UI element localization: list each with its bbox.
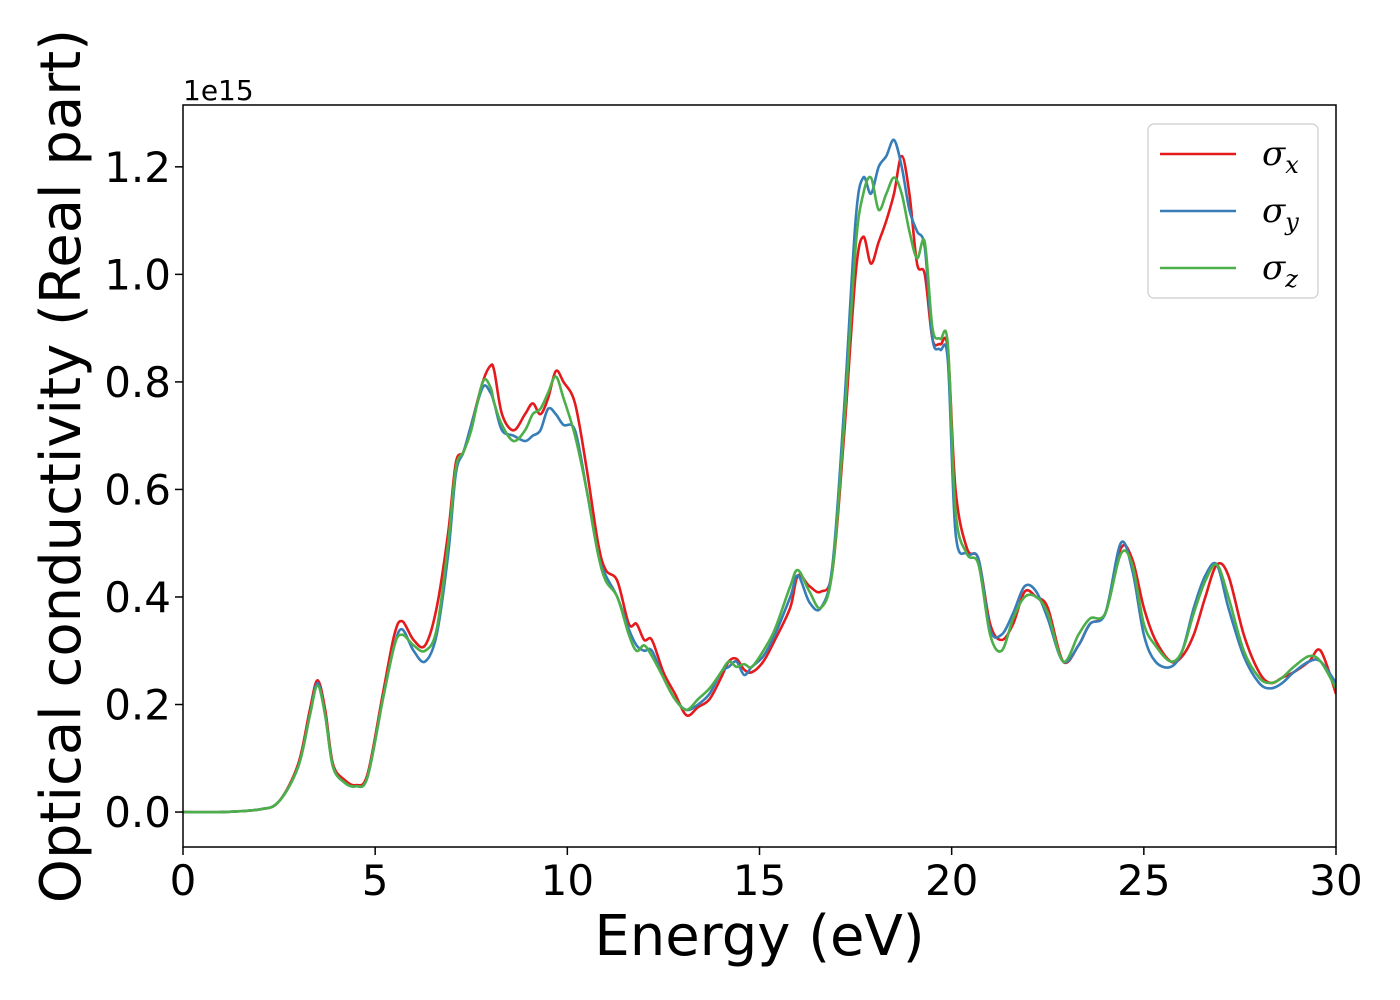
- y-tick-label: 0.8: [104, 358, 171, 407]
- y-tick-label: 0.2: [104, 681, 171, 730]
- y-axis-title: Optical conductivity (Real part): [29, 29, 94, 903]
- x-tick-label: 0: [170, 856, 197, 905]
- legend-label-x: σx: [1262, 134, 1299, 179]
- y-offset-label: 1e15: [183, 74, 254, 107]
- x-tick-label: 30: [1309, 856, 1362, 905]
- y-tick-label: 0.0: [104, 788, 171, 837]
- x-tick-label: 15: [733, 856, 786, 905]
- x-axis-title: Energy (eV): [594, 904, 924, 969]
- plot-layer: [183, 138, 1336, 814]
- x-tick-label: 10: [541, 856, 594, 905]
- legend-label-z: σz: [1262, 248, 1298, 293]
- y-tick-label: 1.2: [104, 143, 171, 192]
- x-tick-label: 5: [362, 856, 389, 905]
- x-tick-label: 25: [1117, 856, 1170, 905]
- y-axis: 0.0 0.2 0.4 0.6 0.8 1.0 1.2: [104, 143, 183, 837]
- y-tick-label: 1.0: [104, 250, 171, 299]
- x-tick-label: 20: [925, 856, 978, 905]
- y-tick-label: 0.4: [104, 573, 171, 622]
- x-axis: 0 5 10 15 20 25 30: [170, 847, 1363, 905]
- legend-label-y: σy: [1262, 191, 1299, 236]
- series-line-z: [183, 175, 1336, 814]
- legend: σx σy σz: [1147, 123, 1319, 299]
- y-tick-label: 0.6: [104, 465, 171, 514]
